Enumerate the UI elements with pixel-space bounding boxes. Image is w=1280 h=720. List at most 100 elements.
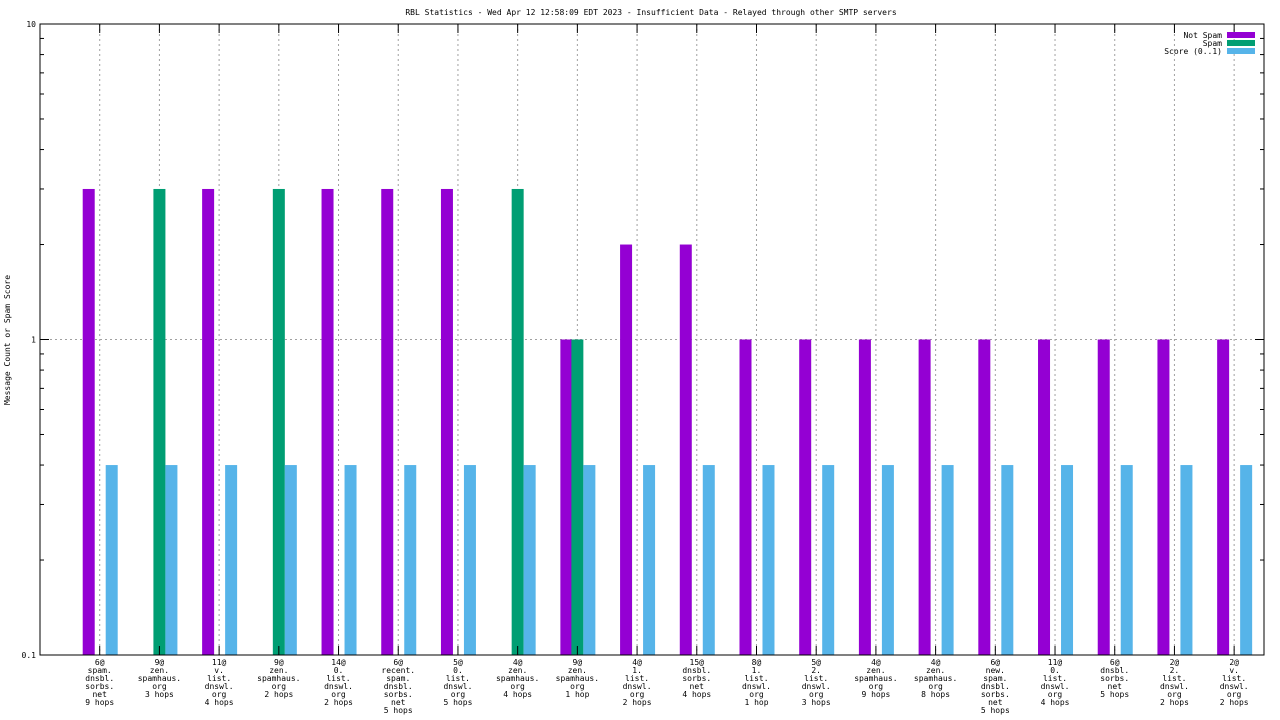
x-tick-label-line: zen. [269,666,288,675]
legend-swatch [1227,48,1255,54]
x-tick-label-line: 2 hops [1220,698,1249,707]
x-tick-label-line: spamhaus. [496,674,539,683]
x-tick-label-line: dnswl. [324,682,353,691]
axis-ticks [40,23,1264,656]
x-tick-label-line: zen. [508,666,527,675]
x-tick-label-line: 2 hops [264,690,293,699]
x-tick-label: 4@ zen. spamhaus. org 8 hops [914,658,957,699]
bar-score-0-1 [941,465,954,655]
x-tick-label-line: 4@ [871,658,881,667]
x-tick-label-line: org [272,682,287,691]
x-tick-label-line: 4@ [513,658,523,667]
x-tick-label-line: net [690,682,705,691]
x-tick-label-line: spamhaus. [854,674,897,683]
x-tick-label-line: dnswl. [623,682,652,691]
bar-score-0-1 [822,465,835,655]
bar-spam [511,188,524,655]
x-tick-label-line: 0. [334,666,344,675]
x-tick-label-line: spamhaus. [556,674,599,683]
bar-not-spam [1097,339,1110,655]
x-tick-label-line: 5 hops [1100,690,1129,699]
x-tick-label-line: new. [986,666,1005,675]
x-tick-label-line: 4 hops [205,698,234,707]
x-tick-label-line: list. [1222,674,1246,683]
x-tick-label: 15@ dnsbl. sorbs. net 4 hops [682,658,711,699]
x-tick-label-line: 2 hops [324,698,353,707]
x-tick-label-line: org [869,682,884,691]
bar-not-spam [1157,339,1170,655]
bar-score-0-1 [1001,465,1014,655]
x-tick-label-line: 5@ [453,658,463,667]
legend-swatch [1227,40,1255,46]
x-tick-label-line: zen. [866,666,885,675]
x-tick-label-line: list. [446,674,470,683]
bar-not-spam [321,188,334,655]
x-tick-label-line: org [749,690,764,699]
x-tick-label-line: 4 hops [682,690,711,699]
x-tick-label-line: 2@ [1170,658,1180,667]
x-tick-label-line: spam. [983,674,1007,683]
bar-spam [571,339,584,655]
x-tick-label-line: 5 hops [981,706,1010,715]
x-tick-label-line: org [1167,690,1182,699]
x-tick-label-line: 8 hops [921,690,950,699]
x-tick-label-line: list. [1043,674,1067,683]
x-tick-label-line: list. [744,674,768,683]
x-tick-label-line: spamhaus. [914,674,957,683]
x-tick-label: 2@ 2. list. dnswl. org 2 hops [1160,658,1189,707]
bar-not-spam [440,188,453,655]
x-tick-label: 5@ 0. list. dnswl. org 5 hops [443,658,472,707]
x-tick-label-line: 5@ [811,658,821,667]
bar-score-0-1 [1240,465,1253,655]
bar-not-spam [739,339,752,655]
bar-not-spam [381,188,394,655]
x-tick-label-line: recent. [381,666,415,675]
x-tick-label-line: dnsbl. [1100,666,1129,675]
x-tick-label-line: dnsbl. [384,682,413,691]
x-tick-label-line: 6@ [95,658,105,667]
x-tick-label-line: dnswl. [1041,682,1070,691]
x-tick-label-line: org [630,690,645,699]
x-tick-label-line: dnswl. [742,682,771,691]
x-tick-label-line: org [451,690,466,699]
bar-score-0-1 [1120,465,1133,655]
x-tick-label-line: list. [1162,674,1186,683]
bar-score-0-1 [583,465,596,655]
x-tick-label: 14@ 0. list. dnswl. org 2 hops [324,658,353,707]
x-tick-label-line: net [391,698,406,707]
x-tick-label: 6@ recent. spam. dnsbl. sorbs. net 5 hops [381,658,415,715]
bar-spam [153,188,166,655]
x-tick-label: 11@ 0. list. dnswl. org 4 hops [1041,658,1070,707]
x-tick-label: 4@ zen. spamhaus. org 4 hops [496,658,539,699]
x-tick-label-line: 14@ [331,658,346,667]
x-tick-label-line: dnswl. [802,682,831,691]
legend-label: Spam [1203,39,1222,48]
x-tick-label-line: v. [214,666,224,675]
legend-swatch [1227,32,1255,38]
x-tick-label-line: 11@ [212,658,227,667]
x-tick-label-line: org [570,682,585,691]
x-tick-label-line: list. [625,674,649,683]
x-tick-label-line: 1. [632,666,642,675]
bar-not-spam [82,188,95,655]
x-tick-label: 9@ zen. spamhaus. org 1 hop [556,658,599,699]
y-axis-label: Message Count or Spam Score [3,275,12,405]
x-tick-label-line: dnsbl. [981,682,1010,691]
x-tick-label: 9@ zen. spamhaus. org 2 hops [257,658,300,699]
x-tick-label-line: list. [207,674,231,683]
x-tick-label-line: 9@ [155,658,165,667]
x-tick-label-line: 3 hops [802,698,831,707]
x-tick-label-line: 6@ [990,658,1000,667]
x-tick-label-line: dnswl. [1160,682,1189,691]
x-tick-label: 5@ 2. list. dnswl. org 3 hops [802,658,831,707]
y-tick-label: 1 [31,336,36,345]
x-tick-label: 2@ v. list. dnswl. org 2 hops [1220,658,1249,707]
bar-not-spam [202,188,215,655]
x-tick-label-line: 0. [1050,666,1060,675]
x-tick-label-line: 2@ [1229,658,1239,667]
x-tick-label-line: 15@ [690,658,705,667]
bar-not-spam [978,339,991,655]
x-tick-label-line: org [510,682,525,691]
bar-score-0-1 [225,465,238,655]
x-tick-label: 9@ zen. spamhaus. org 3 hops [138,658,181,699]
